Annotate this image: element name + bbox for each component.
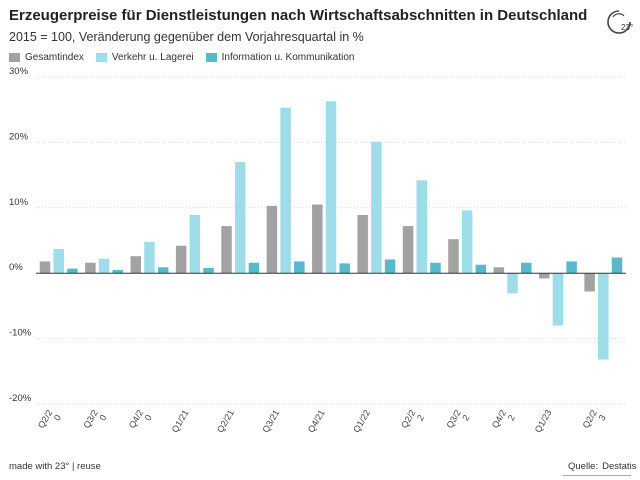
legend-swatch-gesamtindex: [9, 53, 20, 62]
bar: [357, 214, 368, 274]
legend-item-information[interactable]: Information u. Kommunikation: [205, 52, 355, 63]
source-value: Destatis: [602, 461, 637, 472]
legend-item-verkehr[interactable]: Verkehr u. Lagerei: [95, 52, 194, 63]
y-tick-label: -10%: [9, 328, 32, 339]
y-tick-label: -20%: [9, 393, 32, 404]
legend-label-verkehr: Verkehr u. Lagerei: [111, 52, 194, 63]
x-tick-label: Q4/20: [127, 408, 154, 435]
x-tick-label-line: Q1/22: [351, 408, 372, 434]
bar: [98, 258, 110, 274]
bar: [266, 205, 278, 274]
x-tick-label: Q3/21: [260, 408, 281, 434]
x-tick-label-line: 0: [97, 413, 108, 422]
x-tick-label-line: Q4/2: [490, 408, 508, 430]
source-credit: Quelle: Destatis: [568, 461, 636, 472]
bar: [566, 261, 577, 274]
x-tick-label: Q2/20: [36, 408, 63, 435]
bar: [67, 268, 78, 274]
x-tick-label: Q4/21: [306, 408, 327, 434]
bar: [39, 261, 51, 274]
x-tick-label-line: Q1/23: [533, 408, 554, 434]
bar: [598, 273, 609, 360]
bar: [448, 239, 459, 274]
bar: [416, 180, 428, 274]
x-tick-label-line: 3: [597, 413, 608, 422]
bar: [552, 273, 564, 326]
bar: [507, 273, 518, 294]
bar: [203, 267, 214, 274]
bar: [584, 273, 595, 292]
x-tick-label: Q1/22: [351, 408, 372, 434]
legend-swatch-information: [205, 53, 217, 62]
chart-title: Erzeugerpreise für Dienstleistungen nach…: [9, 7, 588, 24]
x-tick-label: Q3/20: [81, 408, 108, 435]
bar: [312, 204, 323, 274]
x-tick-label-line: 2: [415, 413, 426, 422]
bar: [144, 241, 155, 274]
x-tick-label-line: Q3/21: [260, 408, 281, 434]
legend-swatch-verkehr: [95, 53, 107, 62]
bar: [294, 261, 305, 274]
bar: [157, 267, 169, 274]
bar: [538, 273, 550, 279]
x-tick-label: Q3/22: [444, 408, 471, 435]
x-tick-label-line: Q2/2: [581, 408, 599, 430]
bar: [53, 249, 64, 274]
legend-label-information: Information u. Kommunikation: [221, 52, 355, 63]
bar: [112, 269, 124, 274]
bar: [402, 226, 414, 274]
bar: [280, 107, 291, 274]
footer-divider: [563, 475, 631, 476]
x-tick-label: Q2/21: [215, 408, 236, 434]
bar: [130, 256, 142, 274]
x-tick-label-line: Q3/2: [444, 408, 462, 430]
chart-subtitle: 2015 = 100, Veränderung gegenüber dem Vo…: [9, 30, 364, 44]
x-tick-label: Q2/22: [399, 408, 426, 435]
bar: [430, 262, 441, 274]
x-tick-label: Q2/23: [581, 408, 608, 435]
bar: [461, 210, 473, 274]
x-tick-label-line: Q2/21: [215, 408, 236, 434]
x-tick-label-line: 2: [506, 413, 517, 422]
y-tick-label: 10%: [9, 197, 29, 208]
x-tick-label-line: Q3/2: [81, 408, 99, 430]
bar: [611, 257, 623, 274]
legend-label-gesamtindex: Gesamtindex: [25, 52, 84, 63]
y-tick-label: 0%: [9, 262, 23, 273]
bar: [339, 263, 350, 274]
x-tick-label-line: 0: [52, 413, 63, 422]
bar: [325, 101, 337, 274]
bar: [384, 259, 396, 274]
x-tick-label-line: Q1/21: [170, 408, 191, 434]
bar: [234, 162, 246, 274]
bar: [493, 267, 505, 274]
x-tick-label-line: Q4/21: [306, 408, 327, 434]
bar: [475, 264, 487, 274]
bar: [175, 245, 187, 274]
x-tick-label-line: Q4/2: [127, 408, 145, 430]
x-tick-label-line: Q2/2: [36, 408, 54, 430]
bar: [221, 226, 232, 274]
bar: [371, 141, 382, 274]
y-tick-label: 30%: [9, 66, 29, 77]
x-tick-label-line: Q2/2: [399, 408, 417, 430]
made-with-credit[interactable]: made with 23° | reuse: [9, 461, 101, 472]
bar: [520, 262, 532, 274]
logo-text: 23°: [621, 23, 633, 32]
source-label: Quelle:: [568, 461, 599, 472]
x-tick-label: Q1/23: [533, 408, 554, 434]
y-tick-label: 20%: [9, 131, 29, 142]
bar: [248, 262, 260, 274]
23-degrees-logo-icon[interactable]: 23°: [605, 8, 633, 36]
bar: [189, 214, 201, 274]
x-tick-label-line: 0: [143, 413, 154, 422]
x-tick-label: Q4/22: [490, 408, 517, 435]
legend: Gesamtindex Verkehr u. Lagerei Informati…: [9, 52, 354, 63]
bar: [85, 262, 96, 274]
x-tick-label-line: 2: [460, 413, 471, 422]
legend-item-gesamtindex[interactable]: Gesamtindex: [9, 52, 84, 63]
x-tick-label: Q1/21: [170, 408, 191, 434]
